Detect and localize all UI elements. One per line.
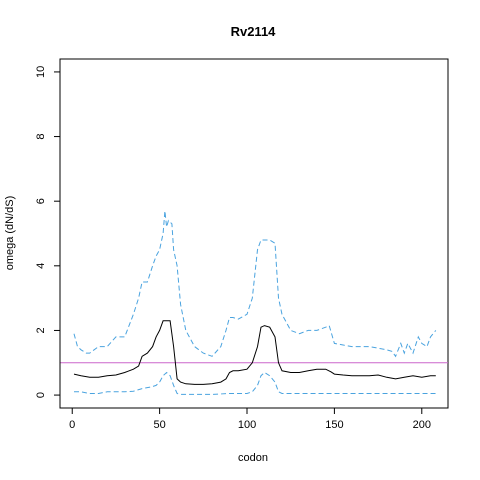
- x-axis-label: codon: [238, 452, 268, 464]
- x-tick-label: 0: [69, 419, 75, 431]
- plot-frame: [59, 58, 449, 409]
- series-group: [73, 210, 437, 395]
- chart-title: Rv2114: [231, 24, 277, 39]
- series-line-mean: [73, 320, 436, 385]
- y-tick-label: 10: [35, 66, 47, 78]
- y-tick-label: 0: [35, 392, 47, 398]
- x-tick-label: 100: [238, 419, 256, 431]
- y-axis: 0 2 4 6 8 10: [35, 66, 61, 398]
- y-tick-label: 4: [35, 263, 47, 269]
- x-tick-label: 150: [325, 419, 343, 431]
- series-line-upper: [73, 210, 437, 358]
- y-tick-label: 6: [35, 198, 47, 204]
- y-axis-label: omega (dN/dS): [4, 196, 16, 271]
- x-tick-label: 50: [153, 419, 165, 431]
- x-tick-label: 200: [413, 419, 431, 431]
- x-axis: 0 50 100 150 200: [69, 407, 431, 431]
- y-tick-label: 8: [35, 133, 47, 139]
- series-line-lower: [74, 371, 436, 395]
- y-tick-label: 2: [35, 327, 47, 333]
